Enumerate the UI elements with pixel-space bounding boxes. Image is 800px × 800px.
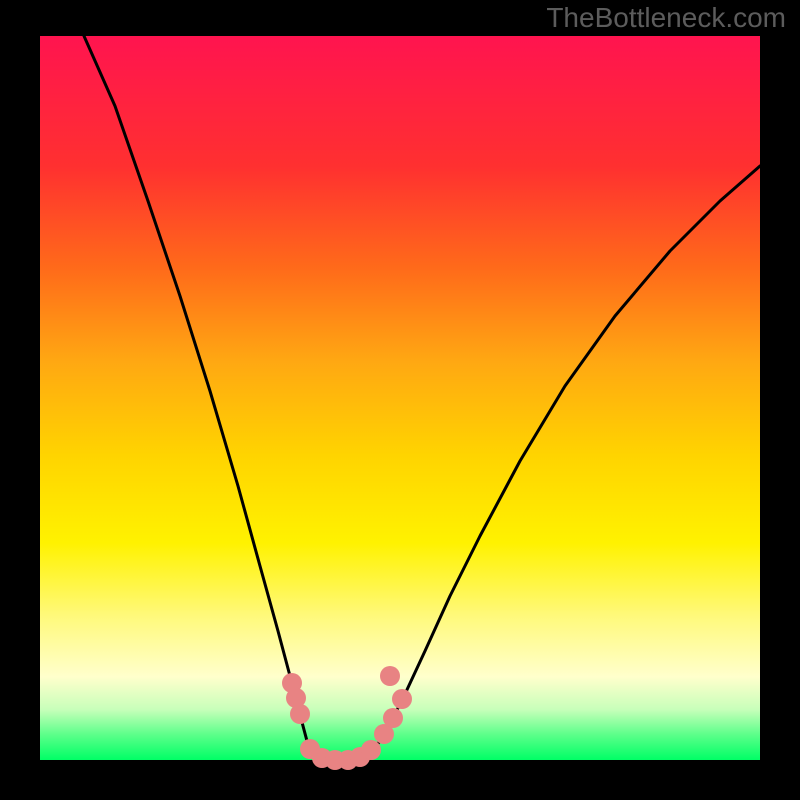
data-marker — [380, 666, 400, 686]
data-marker — [383, 708, 403, 728]
watermark-text: TheBottleneck.com — [546, 2, 786, 34]
data-marker — [361, 740, 381, 760]
chart-canvas: TheBottleneck.com — [0, 0, 800, 800]
data-marker — [290, 704, 310, 724]
data-marker — [392, 689, 412, 709]
plot-area — [40, 36, 760, 760]
